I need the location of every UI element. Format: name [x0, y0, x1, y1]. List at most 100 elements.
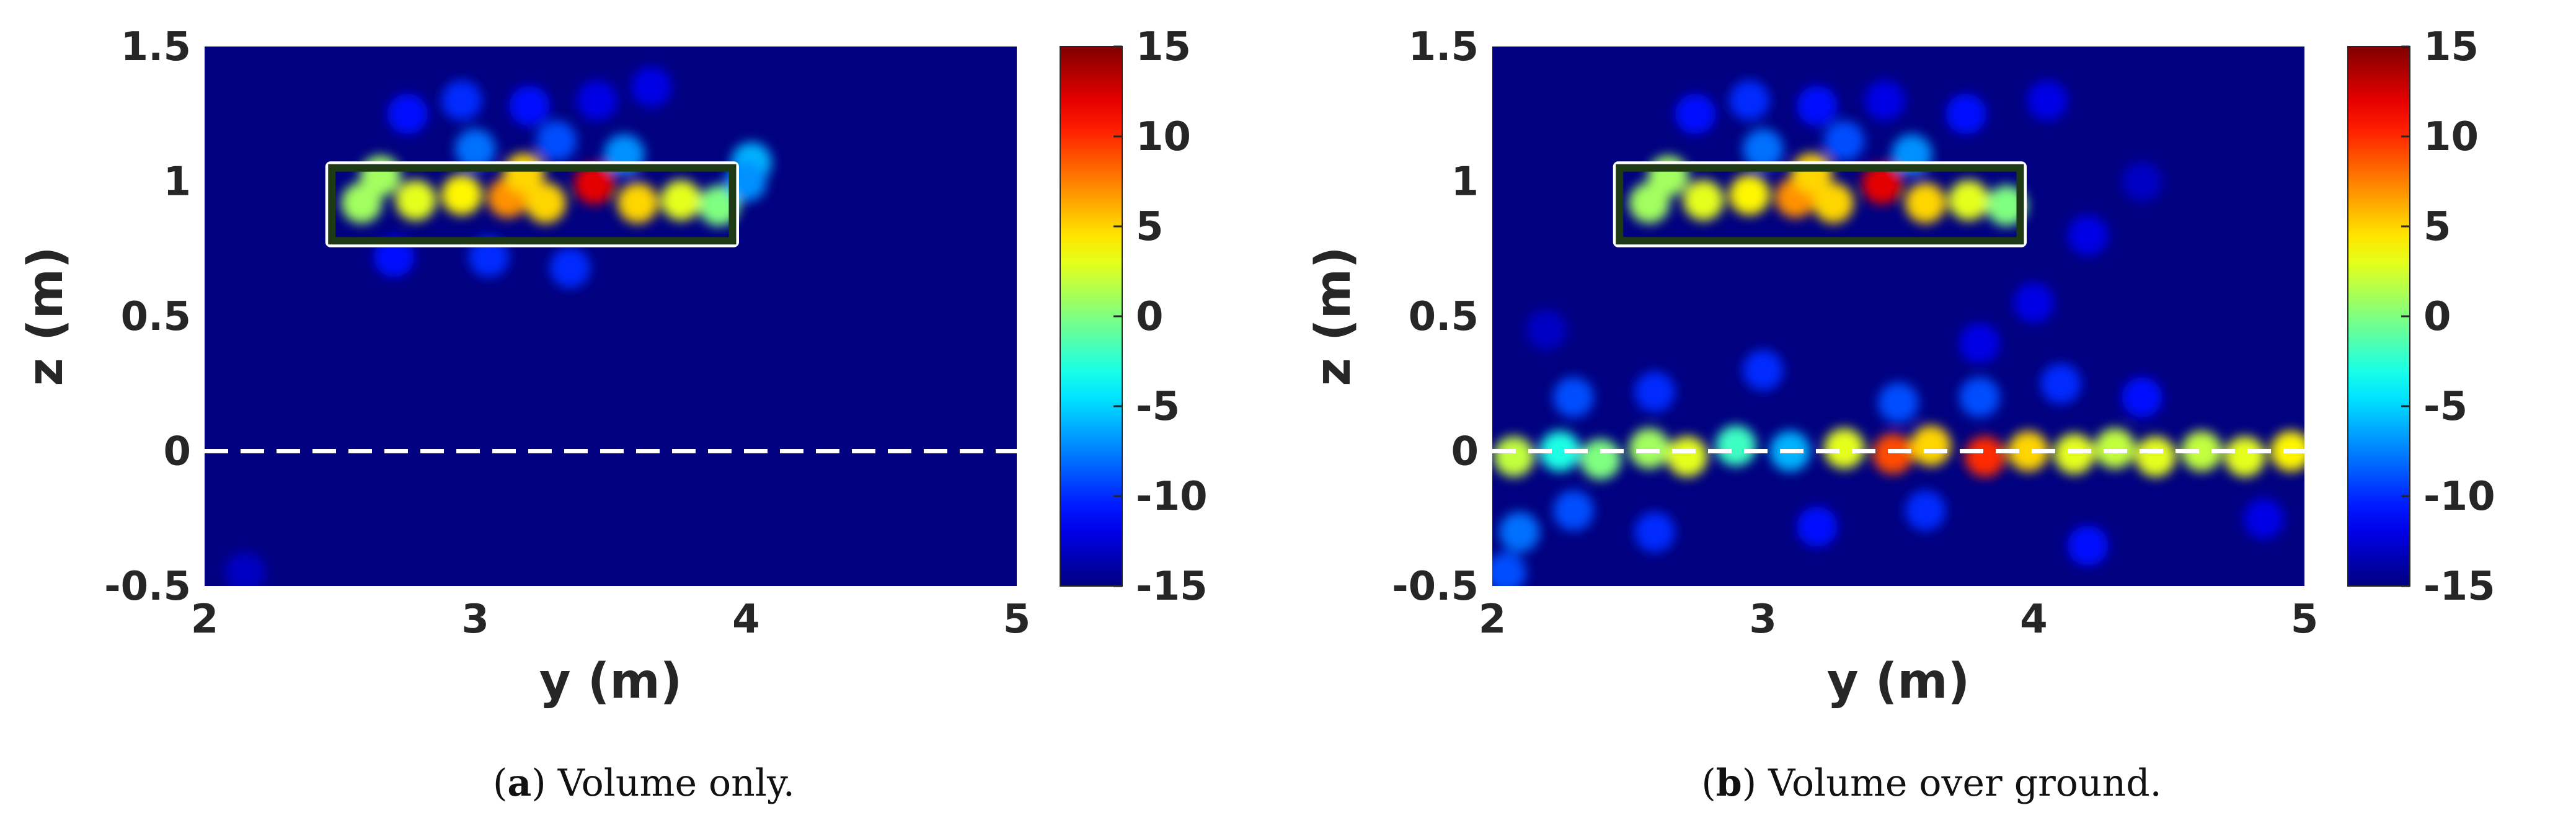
heat-blob	[1729, 80, 1770, 121]
heat-blob	[1742, 350, 1784, 391]
x-tick-label: 5	[2291, 597, 2319, 642]
x-axis-label: y (m)	[1827, 654, 1970, 709]
y-tick-label: 1.5	[1409, 24, 1479, 70]
y-tick-label: 0.5	[121, 294, 191, 340]
heat-blob	[1797, 86, 1838, 127]
colorbar-tick-label: 0	[2423, 294, 2451, 340]
heat-blob	[525, 182, 566, 223]
y-tick-label: 0.5	[1409, 294, 1479, 340]
heat-blob	[1872, 433, 1914, 474]
heat-blob	[1813, 182, 1854, 223]
heat-blob	[1666, 436, 1708, 477]
colorbar-tick-label: -5	[2423, 384, 2468, 430]
heat-blob	[1791, 153, 1833, 194]
heat-blob	[2122, 376, 2162, 418]
heat-blob	[2054, 433, 2095, 474]
colorbar-tick-label: -10	[1136, 474, 1208, 520]
heat-blob	[1539, 430, 1580, 472]
y-axis-label: z (m)	[18, 246, 74, 386]
chart-svg: 2 3 4 5 -0.5 0 0.5 1 1.5 y (m) z (m) -15 -10 -5 0 5 10 15	[18, 24, 1208, 709]
heat-blob	[2007, 430, 2049, 472]
x-tick-label: 4	[2020, 597, 2048, 642]
x-tick-label: 4	[732, 597, 760, 642]
heat-blob	[1715, 425, 1756, 466]
colorbar-tick-label: 15	[2423, 24, 2479, 70]
heat-blob	[1683, 180, 1724, 221]
heat-blob	[509, 86, 550, 127]
y-tick-label: 1	[163, 159, 191, 205]
heat-blob	[2181, 430, 2222, 472]
heat-blob	[1905, 182, 1946, 223]
heat-blob	[549, 247, 591, 288]
x-tick-label: 2	[191, 597, 219, 642]
heat-blob	[1580, 438, 1621, 480]
y-tick-label: 0	[163, 429, 191, 475]
heat-blob	[1634, 371, 1675, 412]
plot-background	[1492, 47, 2304, 586]
colorbar	[1060, 46, 1123, 587]
heat-blob	[1494, 436, 1534, 477]
heat-blob	[224, 552, 266, 586]
target-box	[1616, 164, 2024, 245]
heat-blob	[660, 180, 702, 221]
colorbar-tick-label: 15	[1136, 24, 1191, 70]
caption: (b) Volume over ground.	[1701, 762, 2162, 805]
x-axis-label: y (m)	[539, 654, 683, 709]
panel-volume-over-ground: 2 3 4 5 -0.5 0 0.5 1 1.5 y (m) z (m) -15 -10 -5 0 5 10 15…	[1288, 0, 2575, 831]
heat-blob	[1959, 376, 2000, 418]
heat-blob	[441, 80, 482, 121]
heat-blob	[2067, 215, 2109, 256]
heat-blob	[1553, 490, 1594, 531]
heat-blob	[1634, 512, 1675, 553]
target-box-outline	[1613, 161, 2027, 247]
colorbar-tick-label: 10	[2423, 114, 2479, 160]
heat-blob	[1905, 490, 1946, 531]
colorbar-tick-label: 5	[1136, 204, 1164, 250]
chart-svg: 2 3 4 5 -0.5 0 0.5 1 1.5 y (m) z (m) -15 -10 -5 0 5 10 15	[1306, 24, 2495, 709]
colorbar-tick-label: 0	[1136, 294, 1164, 340]
heat-blob	[1675, 94, 1716, 135]
heat-blob	[2122, 161, 2162, 202]
heat-blob	[2040, 363, 2081, 404]
colorbar-tick-label: -10	[2423, 474, 2495, 520]
heat-blob	[1553, 376, 1594, 418]
heat-blob	[1910, 425, 1952, 466]
heat-blob	[1964, 436, 2006, 477]
heat-blob	[441, 174, 482, 215]
colorbar	[2347, 46, 2410, 587]
y-tick-label: 1	[1451, 159, 1479, 205]
heat-blob	[1797, 506, 1838, 547]
heat-blob	[1878, 382, 1919, 423]
heat-blob	[454, 128, 496, 169]
x-tick-label: 2	[1479, 597, 1507, 642]
heat-blob	[2224, 436, 2265, 477]
caption-tag: a	[507, 762, 532, 805]
heat-blob	[2067, 525, 2109, 566]
heat-blob	[574, 164, 615, 205]
heat-blob	[2135, 436, 2176, 477]
y-tick-label: -0.5	[104, 564, 191, 610]
heat-blob	[1526, 309, 1567, 350]
heat-blob	[1948, 180, 1990, 221]
heat-blob	[577, 80, 617, 121]
heat-blob	[536, 120, 577, 161]
heat-blob	[387, 94, 428, 135]
x-tick-label: 5	[1003, 597, 1031, 642]
heat-blob	[1729, 174, 1770, 215]
heat-blob	[395, 180, 436, 221]
heat-blob	[2027, 80, 2068, 121]
panel-volume-only: 2 3 4 5 -0.5 0 0.5 1 1.5 y (m) z (m) -15 -10 -5 0 5 10 15…	[18, 24, 1208, 805]
plot-background	[205, 47, 1017, 586]
y-tick-label: -0.5	[1392, 564, 1479, 610]
heat-blob	[1959, 322, 2000, 364]
colorbar-tick-label: 5	[2423, 204, 2451, 250]
caption: (a) Volume only.	[492, 762, 795, 805]
heat-blob	[617, 182, 658, 223]
heat-blob	[1823, 428, 1865, 469]
x-tick-label: 3	[461, 597, 489, 642]
heat-blob	[1742, 128, 1784, 169]
heat-blob	[2243, 498, 2285, 539]
colorbar-tick-label: -5	[1136, 384, 1180, 430]
caption-text: Volume only.	[557, 762, 795, 805]
y-tick-label: 1.5	[121, 24, 191, 70]
